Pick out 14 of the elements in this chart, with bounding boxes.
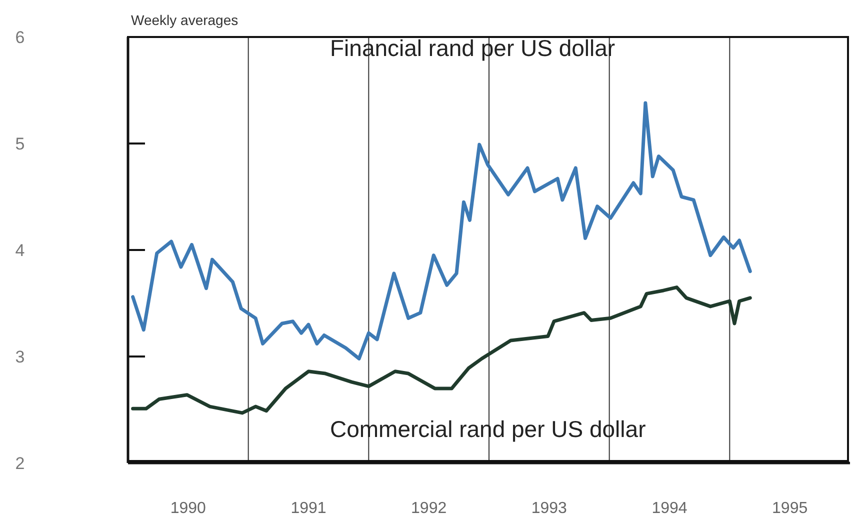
y-tick-label: 4 xyxy=(15,240,25,260)
chart-subtitle: Weekly averages xyxy=(131,12,238,28)
x-tick-label: 1992 xyxy=(411,500,447,517)
x-tick-label: 1990 xyxy=(170,500,206,517)
x-tick-label: 1991 xyxy=(290,500,326,517)
line-series xyxy=(131,101,752,360)
y-tick-label: 3 xyxy=(15,347,25,366)
y-tick-label: 5 xyxy=(15,134,25,154)
y-tick-label: 6 xyxy=(15,28,25,47)
x-tick-label: 1994 xyxy=(652,500,688,517)
line-series xyxy=(131,286,752,415)
x-tick-label: 1993 xyxy=(531,500,568,517)
x-tick-label: 1995 xyxy=(772,500,808,517)
y-tick-label: 2 xyxy=(15,454,25,473)
